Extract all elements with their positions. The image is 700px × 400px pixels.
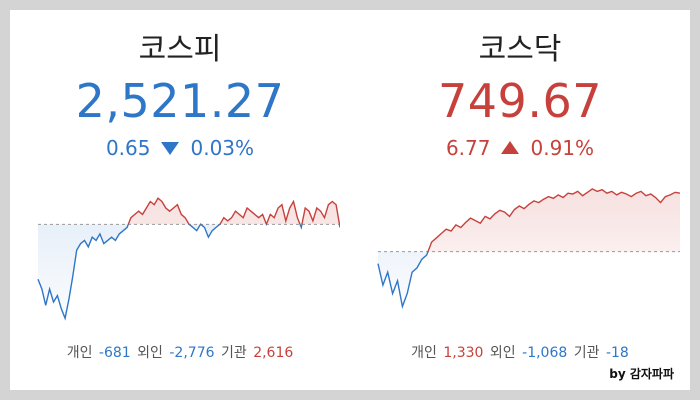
series-line-up: [127, 197, 340, 225]
investor-flows: 개인 -681 외인 -2,776 기관 2,616: [10, 342, 350, 362]
kosdaq-intraday-chart: [377, 188, 680, 310]
change-percent: 0.91%: [530, 136, 595, 160]
index-title: 코스닥: [478, 32, 562, 67]
area-above-close: [38, 198, 340, 225]
market-widget: 코스피 2,521.27 0.65 0.03% 개인 -681 외인 -2,77…: [10, 10, 690, 390]
investor-flows: 개인 1,330 외인 -1,068 기관 -18: [350, 342, 690, 362]
institution-label: 기관: [220, 345, 247, 361]
index-value: 2,521.27: [75, 74, 285, 128]
index-title: 코스피: [138, 32, 222, 67]
change-amount: 6.77: [445, 136, 491, 160]
foreign-label: 외인: [489, 345, 516, 361]
area-above-close: [378, 188, 680, 252]
watermark: by 감자파파: [609, 367, 674, 381]
institution-value: -18: [605, 345, 629, 361]
kospi-panel[interactable]: 코스피 2,521.27 0.65 0.03% 개인 -681 외인 -2,77…: [10, 10, 350, 390]
individual-value: -681: [98, 345, 131, 361]
area-below-close: [378, 251, 429, 307]
individual-label: 개인: [411, 345, 437, 361]
change-amount: 0.65: [105, 136, 151, 160]
index-change: 6.77 0.91%: [350, 136, 690, 160]
area-below-close: [38, 224, 340, 319]
foreign-value: -2,776: [169, 345, 215, 361]
individual-label: 개인: [66, 345, 93, 361]
down-arrow-icon: [161, 142, 180, 155]
institution-label: 기관: [573, 345, 600, 361]
index-value: 749.67: [438, 74, 602, 128]
institution-value: 2,616: [253, 345, 294, 361]
foreign-label: 외인: [137, 345, 163, 361]
kospi-intraday-chart: [37, 197, 340, 321]
individual-value: 1,330: [443, 345, 484, 361]
foreign-value: -1,068: [522, 345, 568, 361]
series-line-down: [37, 224, 340, 321]
index-change: 0.65 0.03%: [10, 136, 350, 160]
up-arrow-icon: [501, 141, 520, 154]
change-percent: 0.03%: [190, 136, 255, 160]
series-line-up: [427, 188, 680, 252]
kosdaq-panel[interactable]: 코스닥 749.67 6.77 0.91% 개인 1,330 외인 -1,068…: [350, 10, 690, 390]
